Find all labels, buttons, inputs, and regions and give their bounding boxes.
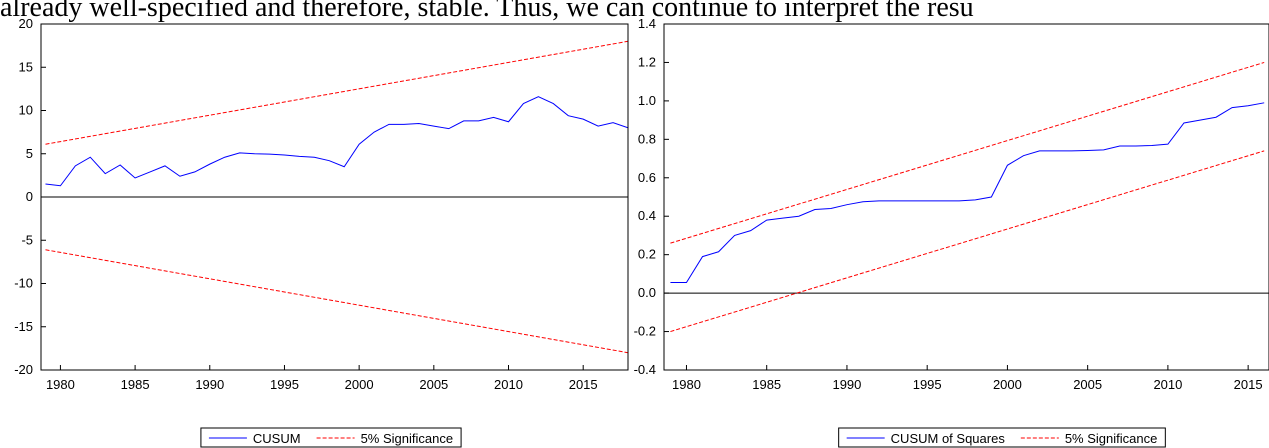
y-tick-label: -5 (21, 232, 33, 247)
legend: CUSUM 5% Significance (200, 427, 462, 448)
y-tick-label: -0.4 (634, 362, 656, 377)
y-tick-label: 1.0 (638, 93, 656, 108)
legend-label: 5% Significance (361, 431, 454, 446)
y-tick-label: 0.2 (638, 247, 656, 262)
x-tick-label: 1995 (913, 377, 942, 392)
y-tick-label: 0.6 (638, 170, 656, 185)
x-tick-label: 2015 (569, 377, 598, 392)
y-tick-label: 1.2 (638, 54, 656, 69)
y-tick-label: -20 (14, 362, 33, 377)
legend-box (838, 427, 1166, 448)
series-line (45, 249, 628, 354)
x-tick-label: 1980 (46, 377, 75, 392)
x-tick-label: 1980 (672, 377, 701, 392)
y-tick-label: 20 (19, 16, 33, 31)
legend: CUSUM of Squares 5% Significance (838, 427, 1166, 448)
series-line (670, 102, 1265, 284)
y-tick-label: 1.4 (638, 16, 656, 31)
x-tick-label: 2005 (1073, 377, 1102, 392)
y-tick-label: 10 (19, 103, 33, 118)
x-tick-label: 1985 (121, 377, 150, 392)
y-tick-label: 0.0 (638, 285, 656, 300)
y-tick-label: 0 (26, 189, 33, 204)
y-tick-label: 0.4 (638, 208, 656, 223)
series-line (45, 40, 628, 145)
x-tick-label: 1990 (832, 377, 861, 392)
plot-frame (663, 23, 1269, 371)
y-tick-label: 15 (19, 59, 33, 74)
y-tick-label: -15 (14, 319, 33, 334)
x-tick-label: 2000 (993, 377, 1022, 392)
series-line (45, 96, 628, 187)
x-tick-label: 2005 (419, 377, 448, 392)
x-tick-label: 2010 (494, 377, 523, 392)
series-line (670, 150, 1265, 333)
x-tick-label: 2015 (1234, 377, 1263, 392)
chart: -0.4 -0.2 0.0 0.2 0.4 0.6 0.8 1.0 1.2 1.4 1980 1985… (634, 16, 1269, 448)
legend-label: 5% Significance (1065, 431, 1158, 446)
x-tick-label: 1995 (270, 377, 299, 392)
y-tick-label: -0.2 (634, 324, 656, 339)
plot-area (41, 40, 628, 354)
y-tick-label: -10 (14, 276, 33, 291)
plot-area (664, 61, 1269, 333)
legend-label: CUSUM of Squares (891, 431, 1006, 446)
caption-text: already well-specified and therefore, st… (0, 0, 974, 23)
plot-frame (40, 23, 629, 371)
x-tick-label: 1990 (195, 377, 224, 392)
legend-label: CUSUM (253, 431, 301, 446)
y-tick-label: 5 (26, 146, 33, 161)
x-tick-label: 1985 (752, 377, 781, 392)
x-tick-label: 2000 (345, 377, 374, 392)
chart: -20 -15 -10 -5 0 5 10 15 20 1980 1985 1990 1995 2000 2… (14, 16, 629, 448)
y-tick-label: 0.8 (638, 131, 656, 146)
x-tick-label: 2010 (1153, 377, 1182, 392)
series-line (670, 61, 1265, 244)
